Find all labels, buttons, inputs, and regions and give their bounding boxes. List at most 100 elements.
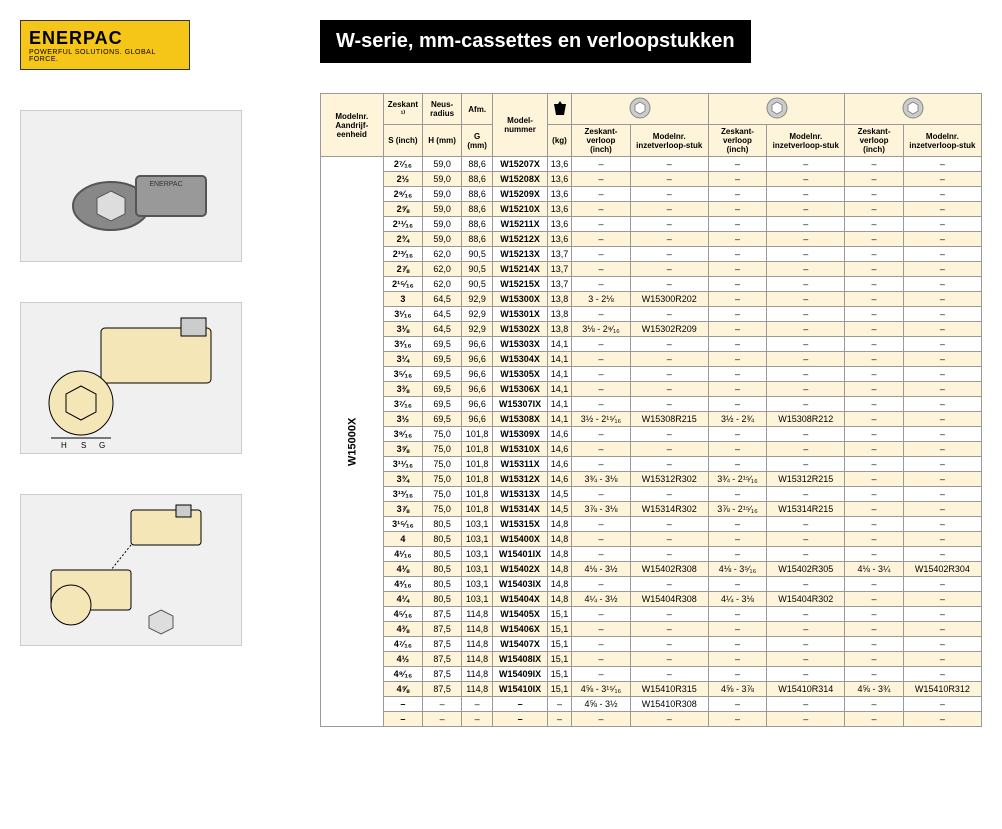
cell-b2: – <box>767 157 845 172</box>
table-row: 4¹⁄₁₆80,5103,1W15401IX14,8–––––– <box>321 547 982 562</box>
cell-a2: – <box>708 622 766 637</box>
table-row: 2½59,088,6W15208X13,6–––––– <box>321 172 982 187</box>
cell-a3: – <box>845 712 903 727</box>
cell-h: – <box>423 697 462 712</box>
cell-a1: – <box>572 277 630 292</box>
cell-s: 4⅜ <box>383 622 423 637</box>
cell-s: – <box>383 697 423 712</box>
cell-kg: 14,1 <box>547 337 572 352</box>
cell-model: W15315X <box>493 517 547 532</box>
cell-a1: – <box>572 607 630 622</box>
cell-a1: – <box>572 457 630 472</box>
cell-b1: – <box>630 397 708 412</box>
cell-a1: – <box>572 232 630 247</box>
cell-a3: – <box>845 157 903 172</box>
cell-g: 90,5 <box>461 247 492 262</box>
cell-h: 75,0 <box>423 502 462 517</box>
cell-g: 96,6 <box>461 337 492 352</box>
cell-a2: – <box>708 457 766 472</box>
sub-s: S (inch) <box>383 125 423 157</box>
assembly-diagram <box>20 494 242 646</box>
cell-a1: – <box>572 547 630 562</box>
cell-kg: 14,8 <box>547 562 572 577</box>
cell-b1: – <box>630 667 708 682</box>
cell-a1: – <box>572 397 630 412</box>
cell-a2: – <box>708 607 766 622</box>
cell-a2: – <box>708 397 766 412</box>
cell-a2: – <box>708 157 766 172</box>
cell-a2: – <box>708 712 766 727</box>
cell-b3: – <box>903 547 981 562</box>
cell-b3: – <box>903 637 981 652</box>
cell-g: 103,1 <box>461 592 492 607</box>
cell-g: 96,6 <box>461 412 492 427</box>
cell-kg: 14,8 <box>547 532 572 547</box>
cell-a1: – <box>572 217 630 232</box>
cell-model: W15400X <box>493 532 547 547</box>
cell-model: W15404X <box>493 592 547 607</box>
cell-g: 88,6 <box>461 217 492 232</box>
table-row: 4³⁄₁₆80,5103,1W15403IX14,8–––––– <box>321 577 982 592</box>
cell-b2: – <box>767 232 845 247</box>
cell-b3: – <box>903 397 981 412</box>
table-row: 3⁷⁄₁₆69,596,6W15307IX14,1–––––– <box>321 397 982 412</box>
cell-a3: – <box>845 442 903 457</box>
svg-text:H: H <box>61 441 67 448</box>
cell-model: W15401IX <box>493 547 547 562</box>
cell-b3: – <box>903 427 981 442</box>
cell-a3: – <box>845 547 903 562</box>
cell-b3: – <box>903 292 981 307</box>
cell-s: 4¼ <box>383 592 423 607</box>
cell-b3: – <box>903 607 981 622</box>
cell-a3: – <box>845 472 903 487</box>
table-row: 3¾75,0101,8W15312X14,63¾ - 3⅛W15312R3023… <box>321 472 982 487</box>
cell-a2: – <box>708 172 766 187</box>
cell-a1: 4⅛ - 3½ <box>572 562 630 577</box>
cell-kg: 13,6 <box>547 157 572 172</box>
cell-b1: – <box>630 187 708 202</box>
cell-kg: 14,5 <box>547 502 572 517</box>
cell-g: 114,8 <box>461 637 492 652</box>
cell-b3: – <box>903 712 981 727</box>
cell-s: 2⁷⁄₁₆ <box>383 157 423 172</box>
svg-text:S: S <box>81 441 86 448</box>
cell-g: 96,6 <box>461 382 492 397</box>
cell-b1: – <box>630 487 708 502</box>
row-group-label: W15000X <box>321 157 384 727</box>
cell-model: W15213X <box>493 247 547 262</box>
table-row: 4¼80,5103,1W15404X14,84¼ - 3½W15404R3084… <box>321 592 982 607</box>
cell-kg: 14,1 <box>547 397 572 412</box>
cell-h: 59,0 <box>423 217 462 232</box>
cell-a2: 4⅛ - 3⁵⁄₁₆ <box>708 562 766 577</box>
reducer-icon-3 <box>845 94 982 125</box>
cell-h: 75,0 <box>423 487 462 502</box>
cell-a2: 3¾ - 2¹⁵⁄₁₆ <box>708 472 766 487</box>
cell-g: 103,1 <box>461 562 492 577</box>
table-row: 4⁷⁄₁₆87,5114,8W15407X15,1–––––– <box>321 637 982 652</box>
reducer-icon-1 <box>572 94 709 125</box>
cell-b2: – <box>767 292 845 307</box>
cell-s: 2⁹⁄₁₆ <box>383 187 423 202</box>
cell-a3: – <box>845 637 903 652</box>
cell-a2: – <box>708 577 766 592</box>
cell-kg: 15,1 <box>547 607 572 622</box>
cell-b2: W15404R302 <box>767 592 845 607</box>
cell-model: W15309X <box>493 427 547 442</box>
cell-b1: W15410R308 <box>630 697 708 712</box>
cell-b1: – <box>630 517 708 532</box>
cell-model: W15215X <box>493 277 547 292</box>
cell-h: 59,0 <box>423 172 462 187</box>
cell-b3: W15410R312 <box>903 682 981 697</box>
cell-h: 80,5 <box>423 562 462 577</box>
cell-g: 114,8 <box>461 667 492 682</box>
col-zeskant: Zeskant ¹⁾ <box>383 94 423 125</box>
table-row: 2¹³⁄₁₆62,090,5W15213X13,7–––––– <box>321 247 982 262</box>
cell-model: W15307IX <box>493 397 547 412</box>
cell-s: 4⅛ <box>383 562 423 577</box>
table-row: 2¹⁵⁄₁₆62,090,5W15215X13,7–––––– <box>321 277 982 292</box>
cell-a2: – <box>708 232 766 247</box>
cell-s: 4⁹⁄₁₆ <box>383 667 423 682</box>
cell-b3: – <box>903 217 981 232</box>
cell-g: 92,9 <box>461 292 492 307</box>
cell-b3: – <box>903 517 981 532</box>
